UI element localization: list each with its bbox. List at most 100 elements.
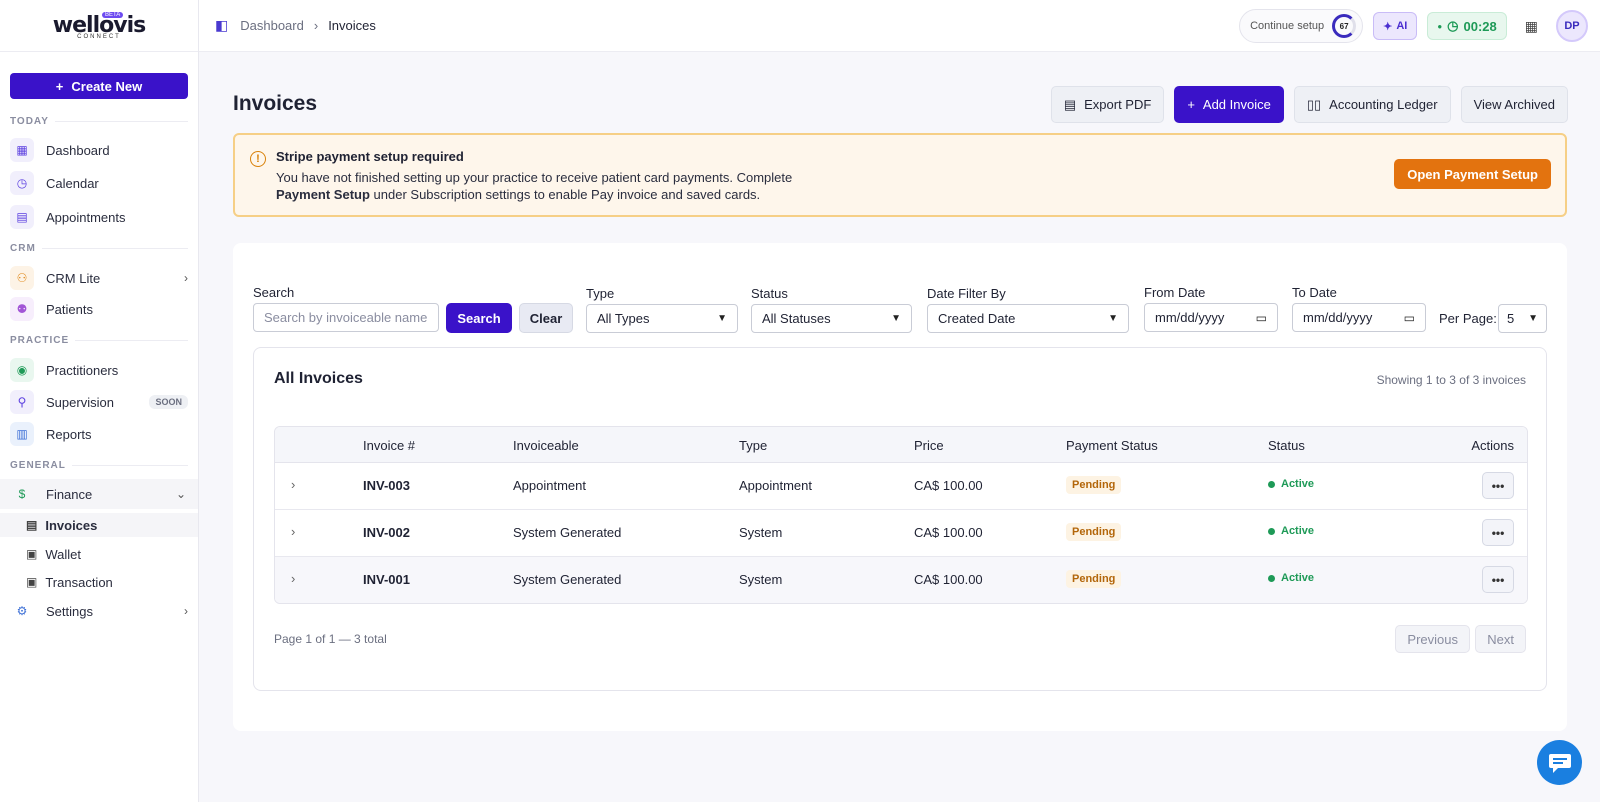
breadcrumb-dashboard-link[interactable]: Dashboard	[240, 18, 304, 33]
section-today: TODAY	[10, 116, 188, 127]
per-page-select[interactable]: 5 ▼	[1498, 304, 1547, 333]
warning-icon: !	[250, 151, 266, 167]
sidebar-item-label: Transaction	[45, 574, 113, 590]
cell-invoiceable: System Generated	[513, 525, 622, 540]
col-invoice[interactable]: Invoice #	[363, 438, 416, 453]
topbar: ◧ Dashboard › Invoices Continue setup 67…	[199, 0, 1600, 52]
row-actions-button[interactable]: •••	[1482, 519, 1514, 546]
chevron-down-icon: ⌄	[175, 487, 186, 501]
chevron-down-icon: ▼	[1528, 313, 1538, 324]
cell-invoiceable: System Generated	[513, 572, 622, 587]
sidebar-item-crm-lite[interactable]: ⚇ CRM Lite ›	[10, 264, 188, 292]
file-icon: ▤	[1063, 96, 1077, 112]
add-invoice-button[interactable]: + Add Invoice	[1174, 86, 1284, 123]
sidebar-subitem-wallet[interactable]: ▣ Wallet	[26, 542, 81, 566]
user-circle-icon: ◉	[10, 358, 34, 382]
invoices-card: All Invoices Showing 1 to 3 of 3 invoice…	[253, 347, 1547, 691]
continue-setup-button[interactable]: Continue setup 67	[1239, 9, 1364, 43]
plus-icon: +	[1187, 97, 1195, 112]
sidebar-toggle-icon[interactable]: ◧	[215, 17, 229, 33]
alert-text-bold: Payment Setup	[276, 187, 370, 202]
beta-badge: BETA	[102, 12, 124, 18]
row-actions-button[interactable]: •••	[1482, 472, 1514, 499]
setup-progress-ring: 67	[1332, 14, 1357, 38]
expand-row-icon[interactable]: ›	[291, 524, 296, 539]
search-button[interactable]: Search	[446, 303, 512, 333]
col-type[interactable]: Type	[739, 438, 768, 453]
type-select[interactable]: All Types ▼	[586, 304, 738, 333]
clear-button[interactable]: Clear	[519, 303, 573, 333]
from-date-input[interactable]: mm/dd/yyyy ▭	[1144, 303, 1278, 332]
sidebar-item-label: Settings	[46, 603, 93, 619]
expand-row-icon[interactable]: ›	[291, 571, 296, 586]
status-dot-icon: ●	[1437, 21, 1443, 31]
avatar[interactable]: DP	[1556, 10, 1588, 42]
col-status[interactable]: Status	[1268, 438, 1305, 453]
accounting-ledger-button[interactable]: ▯▯ Accounting Ledger	[1293, 86, 1451, 123]
sidebar-item-reports[interactable]: ▥ Reports	[10, 420, 188, 448]
to-date-input[interactable]: mm/dd/yyyy ▭	[1292, 303, 1426, 332]
brand-logo[interactable]: wellovis BETA CONNECT	[0, 0, 198, 52]
sidebar-item-calendar[interactable]: ◷ Calendar	[10, 169, 188, 197]
sidebar-item-label: Finance	[46, 486, 93, 502]
sidebar-item-supervision[interactable]: ⚲ Supervision SOON	[10, 388, 188, 416]
table-row[interactable]: › INV-001 System Generated System CA$ 10…	[275, 557, 1527, 603]
date-filter-label: Date Filter By	[927, 286, 1006, 301]
previous-page-button[interactable]: Previous	[1395, 625, 1470, 653]
sidebar-item-label: Patients	[46, 301, 93, 317]
alert-text-1: You have not finished setting up your pr…	[276, 170, 793, 185]
col-price[interactable]: Price	[914, 438, 944, 453]
apps-grid-icon[interactable]: ▦	[1524, 17, 1538, 34]
chevron-right-icon: ›	[184, 271, 188, 285]
sidebar-subitem-transaction[interactable]: ▣ Transaction	[26, 570, 113, 594]
pagination-info: Page 1 of 1 — 3 total	[274, 632, 387, 646]
logo-subtext: CONNECT	[77, 34, 121, 40]
accounting-ledger-label: Accounting Ledger	[1329, 97, 1438, 112]
chevron-down-icon: ▼	[891, 313, 901, 324]
date-filter-select[interactable]: Created Date ▼	[927, 304, 1129, 333]
per-page-label: Per Page:	[1439, 311, 1497, 326]
card-title: All Invoices	[274, 370, 363, 387]
status-dot-icon	[1268, 574, 1275, 582]
results-count: Showing 1 to 3 of 3 invoices	[1376, 373, 1526, 387]
col-payment-status[interactable]: Payment Status	[1066, 438, 1158, 453]
wallet-icon: ▣	[26, 547, 38, 561]
payment-status-badge: Pending	[1066, 523, 1122, 541]
cell-price: CA$ 100.00	[914, 572, 983, 587]
timer-value: 00:28	[1463, 18, 1497, 34]
table-row[interactable]: › INV-003 Appointment Appointment CA$ 10…	[275, 463, 1527, 510]
search-label: Search	[253, 285, 295, 300]
sidebar-subitem-invoices[interactable]: ▤ Invoices	[0, 513, 198, 537]
export-pdf-button[interactable]: ▤ Export PDF	[1050, 86, 1165, 123]
sidebar-item-dashboard[interactable]: ▦ Dashboard	[10, 136, 188, 164]
breadcrumb-separator-icon: ›	[313, 18, 319, 33]
next-page-button[interactable]: Next	[1475, 625, 1526, 653]
chat-support-button[interactable]	[1537, 740, 1582, 785]
status-select[interactable]: All Statuses ▼	[751, 304, 912, 333]
row-actions-button[interactable]: •••	[1482, 566, 1514, 593]
calendar-icon: ▭	[1255, 310, 1267, 325]
chevron-down-icon: ▼	[717, 313, 727, 324]
sidebar-item-appointments[interactable]: ▤ Appointments	[10, 203, 188, 231]
sidebar-item-patients[interactable]: ⚉ Patients	[10, 295, 188, 323]
breadcrumb-current: Invoices	[328, 18, 376, 33]
ai-button[interactable]: ✦ AI	[1373, 12, 1418, 40]
sidebar-item-practitioners[interactable]: ◉ Practitioners	[10, 356, 188, 384]
status-badge: Active	[1268, 572, 1314, 584]
status-dot-icon	[1268, 480, 1275, 488]
table-row[interactable]: › INV-002 System Generated System CA$ 10…	[275, 510, 1527, 557]
search-input[interactable]: Search by invoiceable name	[253, 303, 439, 332]
create-new-label: Create New	[71, 78, 143, 94]
session-timer[interactable]: ● ◷ 00:28	[1427, 12, 1507, 40]
sidebar-item-finance[interactable]: $ Finance ⌄	[0, 479, 198, 509]
expand-row-icon[interactable]: ›	[291, 477, 296, 492]
create-new-button[interactable]: + Create New	[10, 73, 188, 99]
chevron-right-icon: ›	[184, 604, 188, 618]
open-payment-setup-button[interactable]: Open Payment Setup	[1394, 159, 1551, 189]
sidebar-item-settings[interactable]: ⚙ Settings ›	[10, 597, 188, 625]
soon-badge: SOON	[149, 395, 188, 409]
view-archived-button[interactable]: View Archived	[1460, 86, 1568, 123]
cell-type: Appointment	[739, 478, 812, 493]
col-invoiceable[interactable]: Invoiceable	[513, 438, 579, 453]
bar-chart-icon: ▥	[10, 422, 34, 446]
